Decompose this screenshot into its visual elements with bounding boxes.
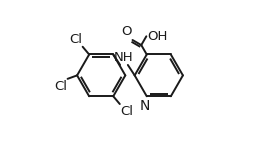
Text: OH: OH bbox=[147, 30, 167, 43]
Text: Cl: Cl bbox=[120, 105, 133, 118]
Text: O: O bbox=[121, 25, 132, 38]
Text: NH: NH bbox=[114, 51, 134, 64]
Text: Cl: Cl bbox=[54, 80, 67, 93]
Text: N: N bbox=[140, 99, 150, 113]
Text: Cl: Cl bbox=[69, 33, 82, 46]
